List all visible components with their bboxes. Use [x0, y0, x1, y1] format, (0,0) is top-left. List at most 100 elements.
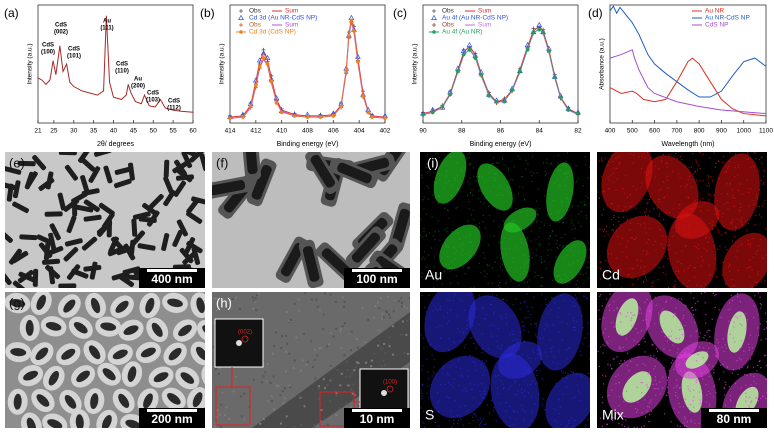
- signal-dot: [741, 217, 743, 219]
- signal-dot: [640, 266, 642, 269]
- signal-dot: [482, 307, 484, 309]
- signal-dot: [734, 197, 736, 199]
- signal-dot: [724, 231, 726, 233]
- signal-dot: [537, 274, 540, 277]
- signal-dot: [648, 171, 650, 173]
- signal-dot: [580, 374, 582, 376]
- noise: [377, 344, 380, 347]
- signal-dot: [644, 227, 646, 229]
- signal-dot: [624, 415, 626, 418]
- signal-dot: [521, 321, 523, 323]
- signal-dot: [692, 314, 695, 316]
- signal-dot: [552, 323, 554, 325]
- signal-dot: [468, 201, 470, 203]
- signal-dot: [735, 256, 737, 258]
- signal-dot: [643, 271, 645, 273]
- signal-dot: [515, 380, 517, 382]
- signal-dot: [619, 162, 621, 164]
- signal-dot: [658, 189, 660, 191]
- signal-dot: [588, 256, 590, 259]
- signal-dot: [723, 371, 725, 373]
- signal-dot: [748, 343, 750, 345]
- noise: [299, 424, 302, 427]
- signal-dot: [737, 269, 739, 272]
- signal-dot: [447, 374, 449, 377]
- signal-dot: [513, 165, 515, 168]
- signal-dot: [598, 160, 600, 162]
- signal-dot: [611, 420, 614, 422]
- signal-dot: [420, 392, 422, 394]
- signal-dot: [663, 266, 665, 268]
- signal-dot: [599, 261, 601, 263]
- noise: [348, 375, 351, 378]
- x-tick-label: 86: [497, 128, 505, 135]
- signal-dot: [572, 244, 574, 247]
- signal-dot: [554, 419, 556, 421]
- signal-dot: [712, 365, 714, 368]
- signal-dot: [762, 183, 765, 185]
- signal-dot: [457, 328, 459, 330]
- signal-dot: [692, 349, 694, 352]
- signal-dot: [740, 221, 743, 223]
- nanorod: [103, 165, 113, 184]
- signal-dot: [636, 426, 638, 428]
- signal-dot: [732, 194, 734, 196]
- signal-dot: [730, 294, 732, 297]
- noise: [339, 328, 342, 331]
- signal-dot: [536, 336, 538, 338]
- signal-dot: [695, 379, 697, 381]
- signal-dot: [540, 256, 542, 258]
- noise: [326, 345, 329, 348]
- signal-dot: [557, 275, 559, 277]
- signal-dot: [646, 384, 648, 386]
- peak-label: (002): [54, 30, 68, 36]
- signal-dot: [690, 166, 692, 168]
- signal-dot: [700, 285, 702, 287]
- noise: [266, 363, 269, 366]
- micrograph: [5, 292, 205, 428]
- signal-dot: [629, 205, 631, 208]
- series: [609, 57, 767, 117]
- signal-dot: [578, 292, 581, 294]
- noise: [266, 400, 269, 403]
- signal-dot: [566, 358, 568, 360]
- signal-dot: [449, 156, 451, 158]
- signal-dot: [724, 381, 726, 383]
- signal-dot: [470, 255, 472, 257]
- noise: [219, 425, 222, 428]
- signal-dot: [582, 327, 584, 329]
- signal-dot: [618, 156, 620, 158]
- signal-dot: [625, 315, 627, 318]
- particle-core: [101, 414, 112, 428]
- signal-dot: [740, 183, 742, 185]
- signal-dot: [512, 427, 514, 428]
- signal-dot: [613, 309, 615, 312]
- signal-dot: [607, 253, 609, 255]
- signal-dot: [610, 175, 612, 177]
- signal-dot: [524, 282, 526, 284]
- signal-dot: [667, 257, 669, 260]
- signal-dot: [734, 341, 736, 343]
- signal-dot: [645, 232, 647, 234]
- noise: [377, 301, 380, 304]
- noise: [339, 330, 342, 333]
- signal-dot: [712, 292, 714, 294]
- signal-dot: [421, 258, 423, 260]
- signal-dot: [662, 219, 665, 221]
- data-point: [467, 48, 472, 52]
- signal-dot: [459, 238, 461, 240]
- signal-dot: [509, 238, 511, 240]
- noise: [401, 320, 404, 323]
- signal-dot: [481, 333, 483, 335]
- signal-dot: [579, 306, 581, 308]
- signal-dot: [706, 394, 708, 396]
- signal-dot: [567, 373, 569, 375]
- data-point: [479, 72, 483, 77]
- signal-dot: [648, 238, 650, 241]
- signal-dot: [644, 351, 646, 353]
- signal-dot: [495, 173, 497, 175]
- signal-dot: [422, 199, 424, 201]
- nanorod: [58, 152, 77, 156]
- signal-dot: [664, 196, 666, 198]
- noise: [288, 384, 291, 387]
